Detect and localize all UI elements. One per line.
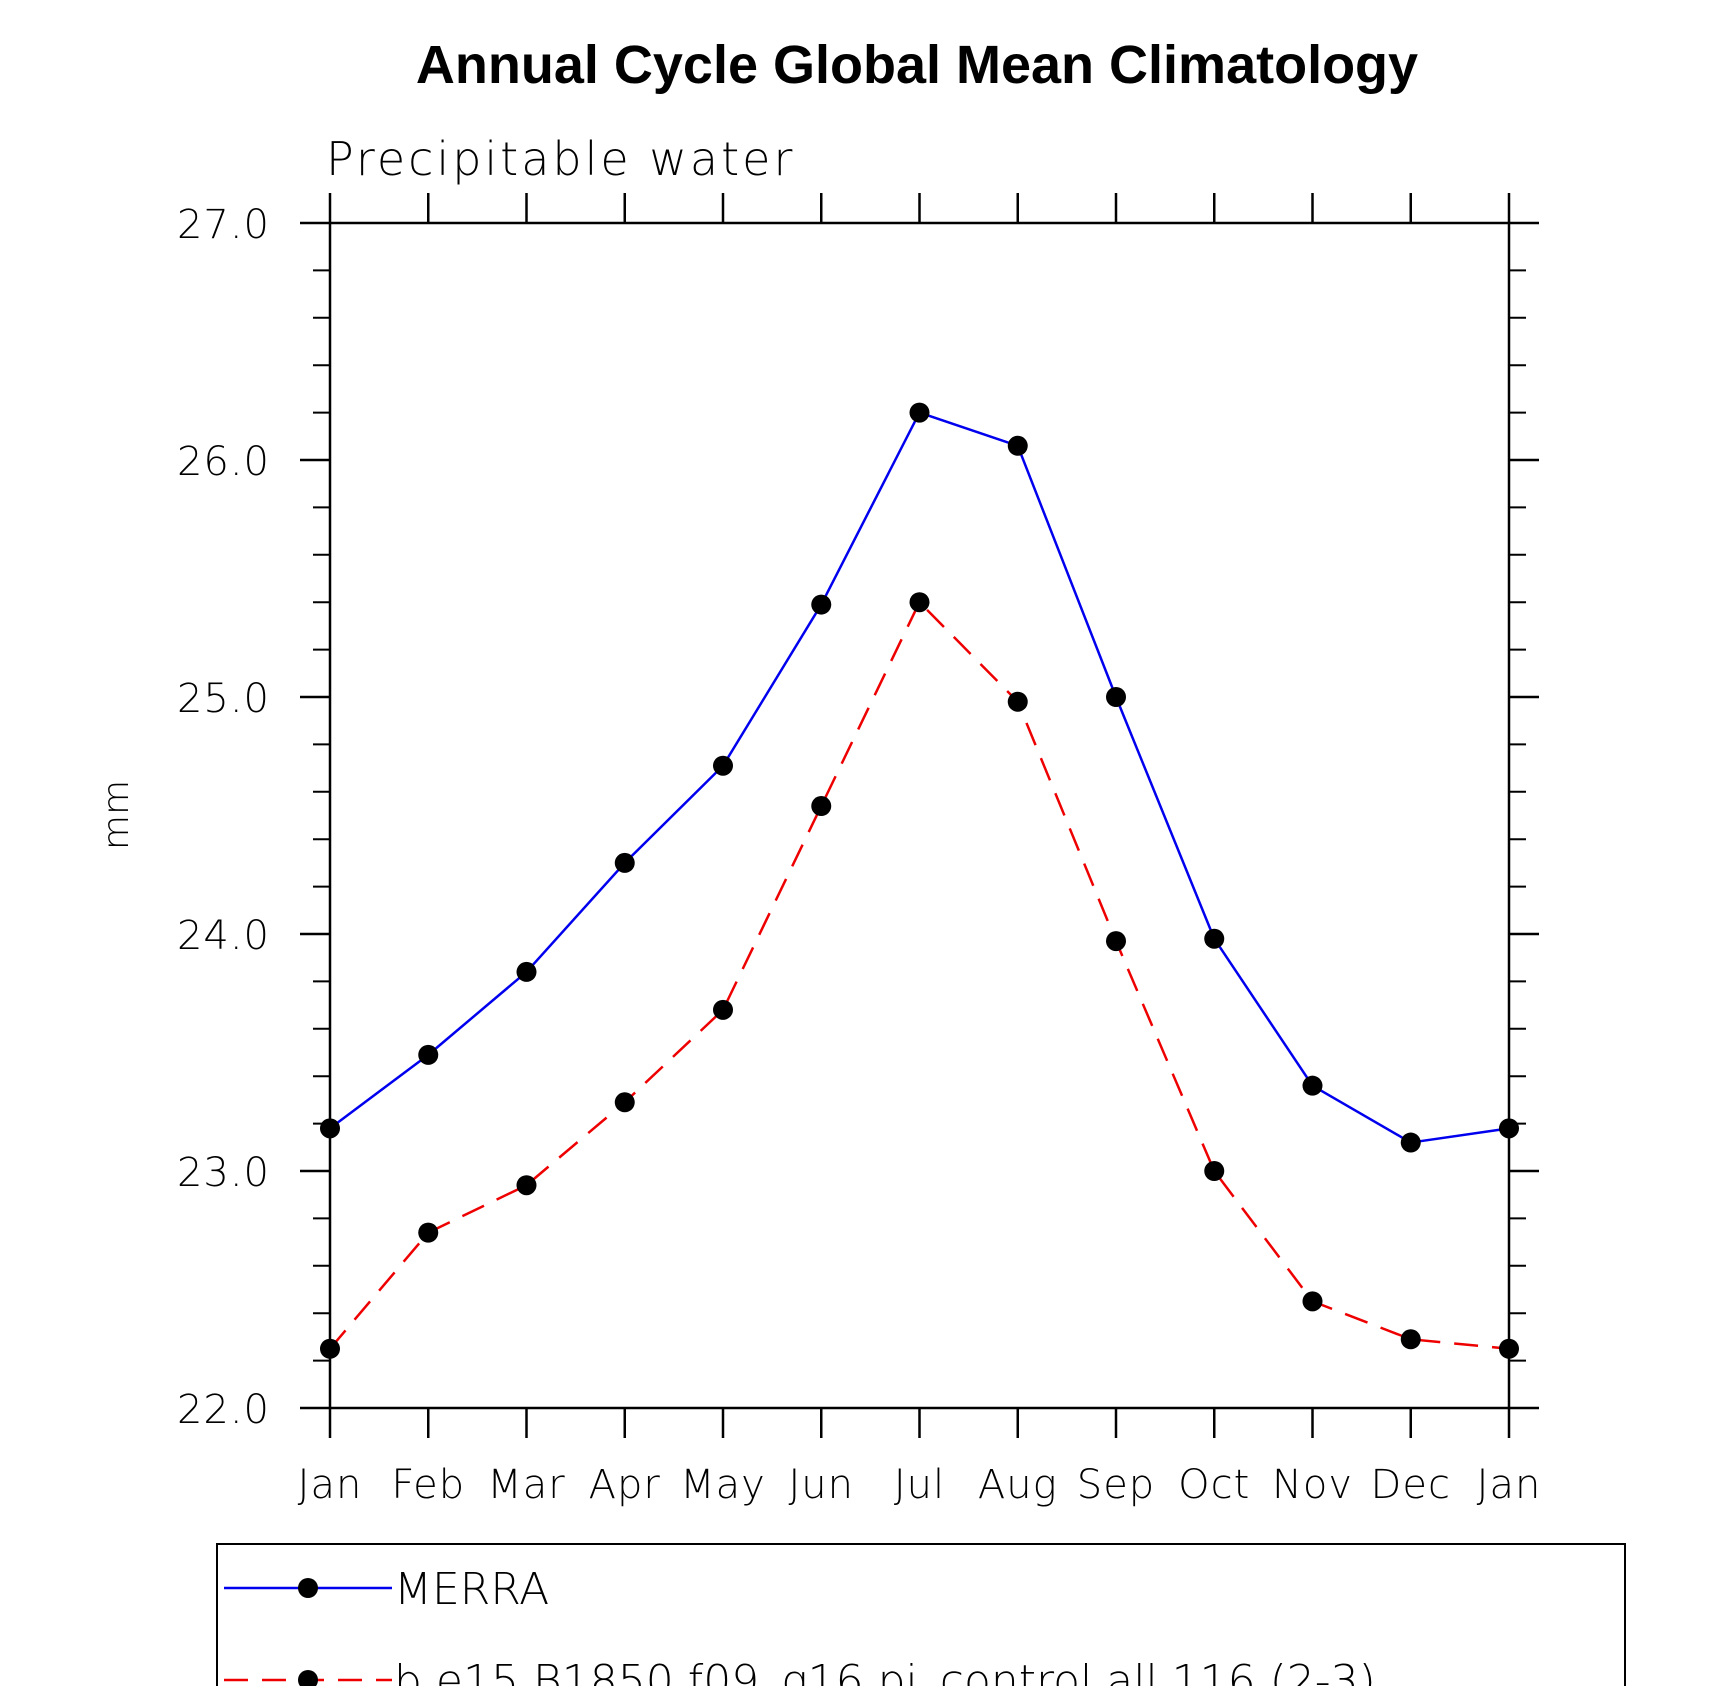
series-1-point <box>1400 1329 1421 1350</box>
y-tick-label: 23.0 <box>177 1150 270 1196</box>
series-1-point <box>1302 1291 1323 1312</box>
y-tick-label: 24.0 <box>177 913 270 959</box>
x-tick-label: Feb <box>391 1462 465 1508</box>
series-0-point <box>1007 435 1028 456</box>
series-0-point <box>909 402 930 423</box>
series-1-point <box>320 1338 340 1359</box>
x-tick-label: Sep <box>1077 1462 1155 1508</box>
legend: MERRA b.e15.B1850.f09_g16.pi_control.all.… <box>216 1543 1626 1686</box>
series-0-point <box>614 852 635 873</box>
series-line-1 <box>329 600 1510 1350</box>
series-1-point <box>909 592 930 613</box>
legend-marker-1 <box>298 1670 318 1686</box>
series-1-point <box>614 1092 635 1113</box>
x-tick-label: Nov <box>1272 1462 1353 1508</box>
series-0-point <box>811 594 832 615</box>
x-tick-label: Aug <box>978 1462 1058 1508</box>
axes-layer: Jan Feb Mar Apr May Jun Jul Aug Sep Oct Nov Dec Jan 2… <box>177 193 1542 1508</box>
y-tick-label: 26.0 <box>177 439 270 485</box>
y-axis-label: mm <box>96 780 137 850</box>
legend-label-1: b.e15.B1850.f09_g16.pi_control.all.116 (… <box>394 1656 1376 1686</box>
x-tick-label: Jul <box>894 1462 945 1508</box>
series-1-point <box>1007 691 1028 712</box>
series-line-0 <box>329 411 1510 1144</box>
legend-marker-0 <box>298 1578 318 1598</box>
series-0-point <box>1302 1075 1323 1096</box>
x-tick-label: Jun <box>789 1462 855 1508</box>
series-0-point <box>1204 928 1225 949</box>
series-1-point <box>1499 1338 1519 1359</box>
x-tick-label: Apr <box>589 1462 661 1508</box>
series-layer <box>320 402 1519 1359</box>
series-0-point <box>516 961 537 982</box>
y-tick-label: 22.0 <box>177 1387 270 1433</box>
legend-box <box>216 1543 1626 1686</box>
series-0-point <box>1400 1132 1421 1153</box>
series-0-point <box>320 1118 340 1139</box>
series-1-point <box>516 1175 537 1196</box>
plot-frame <box>328 221 1511 1410</box>
x-tick-label: Dec <box>1371 1462 1451 1508</box>
x-tick-label: Oct <box>1178 1462 1250 1508</box>
series-1-point <box>811 796 832 817</box>
series-0-point <box>713 755 733 776</box>
x-tick-label: Jan <box>1477 1462 1542 1508</box>
x-tick-label: Jan <box>298 1462 363 1508</box>
series-1-point <box>1106 931 1126 952</box>
y-tick-label: 27.0 <box>177 202 270 248</box>
chart-title: Annual Cycle Global Mean Climatology <box>416 35 1418 95</box>
legend-label-0: MERRA <box>394 1564 549 1615</box>
x-tick-label: May <box>680 1462 766 1508</box>
series-1-point <box>1204 1161 1225 1181</box>
series-1-point <box>418 1222 439 1243</box>
series-0-point <box>1106 687 1126 707</box>
y-tick-label: 25.0 <box>177 676 270 722</box>
series-0-point <box>1499 1118 1519 1139</box>
series-0-point <box>418 1044 439 1065</box>
series-1-point <box>713 999 733 1020</box>
chart-subtitle: Precipitable water <box>326 132 795 186</box>
x-tick-label: Mar <box>487 1462 565 1508</box>
